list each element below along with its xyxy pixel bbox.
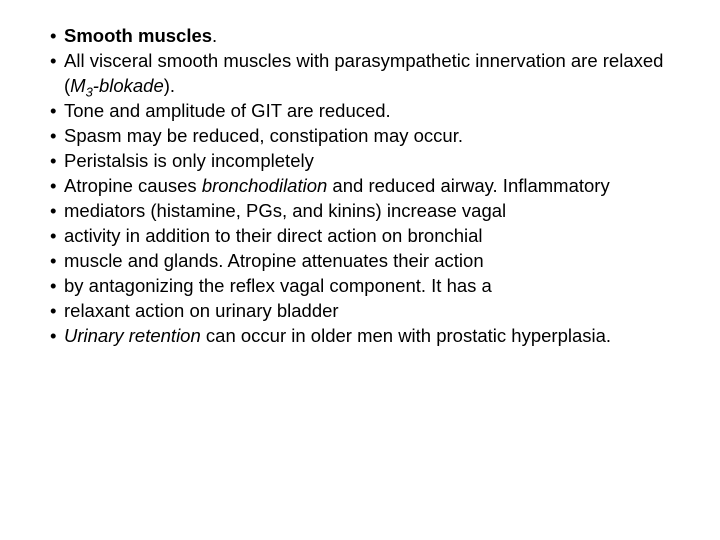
text-segment: Atropine causes <box>64 175 202 196</box>
text-segment: M <box>70 75 85 96</box>
slide: Smooth muscles.All visceral smooth muscl… <box>0 0 720 540</box>
text-segment: . <box>212 25 217 46</box>
text-segment: bronchodilation <box>202 175 327 196</box>
bullet-item: Spasm may be reduced, constipation may o… <box>50 124 670 149</box>
text-segment: activity in addition to their direct act… <box>64 225 483 246</box>
bullet-item: Smooth muscles. <box>50 24 670 49</box>
bullet-item: muscle and glands. Atropine attenuates t… <box>50 249 670 274</box>
bullet-item: mediators (histamine, PGs, and kinins) i… <box>50 199 670 224</box>
text-segment: and reduced airway. Inflammatory <box>327 175 609 196</box>
bullet-item: Peristalsis is only incompletely <box>50 149 670 174</box>
bullet-item: by antagonizing the reflex vagal compone… <box>50 274 670 299</box>
text-segment: can occur in older men with prostatic hy… <box>206 325 611 346</box>
bullet-item: Atropine causes bronchodilation and redu… <box>50 174 670 199</box>
bullet-item: activity in addition to their direct act… <box>50 224 670 249</box>
text-segment: Urinary retention <box>64 325 206 346</box>
text-segment: relaxant action on urinary bladder <box>64 300 339 321</box>
text-segment: ). <box>164 75 175 96</box>
bullet-item: All visceral smooth muscles with parasym… <box>50 49 670 99</box>
text-segment: 3 <box>86 85 93 100</box>
bullet-item: Tone and amplitude of GIT are reduced. <box>50 99 670 124</box>
text-segment: Spasm may be reduced, constipation may o… <box>64 125 463 146</box>
bullet-item: Urinary retention can occur in older men… <box>50 324 670 349</box>
bullet-item: relaxant action on urinary bladder <box>50 299 670 324</box>
text-segment: Smooth muscles <box>64 25 212 46</box>
text-segment: by antagonizing the reflex vagal compone… <box>64 275 492 296</box>
text-segment: muscle and glands. Atropine attenuates t… <box>64 250 484 271</box>
text-segment: Peristalsis is only incompletely <box>64 150 314 171</box>
text-segment: -blokade <box>93 75 164 96</box>
text-segment: Tone and amplitude of GIT are reduced. <box>64 100 391 121</box>
bullet-list: Smooth muscles.All visceral smooth muscl… <box>50 24 670 349</box>
text-segment: mediators (histamine, PGs, and kinins) i… <box>64 200 506 221</box>
